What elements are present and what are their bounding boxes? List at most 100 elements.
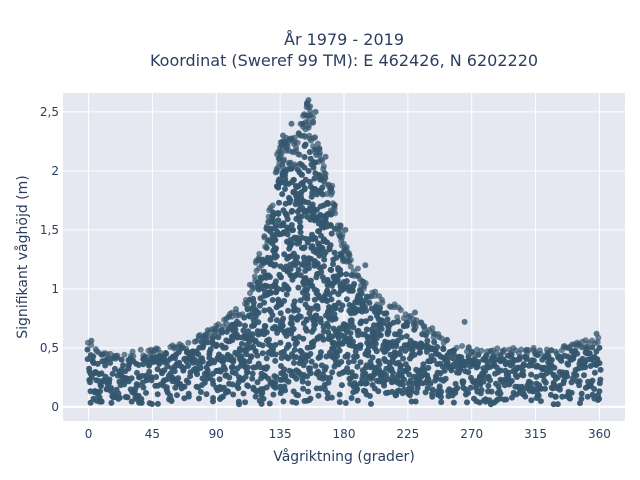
data-point (204, 367, 211, 374)
data-point (128, 375, 135, 382)
data-point (114, 352, 121, 359)
data-point (261, 307, 268, 314)
data-point (316, 228, 323, 234)
data-point (420, 361, 427, 368)
data-point (584, 393, 591, 400)
x-tick-label-8: 360 (588, 427, 611, 441)
data-point (474, 363, 481, 370)
data-point (328, 230, 335, 237)
data-point (244, 382, 251, 389)
data-point (245, 328, 252, 335)
data-point (330, 288, 337, 295)
data-point (305, 380, 312, 387)
data-point (284, 354, 291, 361)
data-point (311, 175, 318, 182)
data-point (269, 297, 276, 303)
data-point (270, 212, 277, 219)
data-point (372, 345, 379, 352)
data-point (286, 165, 293, 172)
data-point (425, 375, 432, 382)
data-point (316, 152, 323, 159)
data-point (88, 337, 95, 344)
data-point (296, 239, 303, 246)
data-point (430, 357, 437, 364)
data-point (320, 336, 327, 343)
data-point (272, 247, 279, 254)
data-point (235, 398, 242, 405)
data-point (332, 210, 339, 217)
data-point (121, 381, 128, 388)
data-point (277, 144, 284, 151)
data-point (304, 286, 311, 293)
data-point (235, 385, 242, 392)
data-point (280, 132, 286, 139)
data-point (312, 362, 319, 369)
data-point (458, 354, 465, 361)
data-point (473, 381, 480, 388)
data-point (343, 244, 350, 251)
data-point (528, 380, 534, 387)
data-point (402, 347, 409, 354)
data-point (124, 394, 131, 401)
data-point (230, 391, 237, 398)
data-point (487, 377, 493, 384)
data-point (135, 382, 142, 389)
data-point (220, 363, 227, 370)
data-point (314, 305, 321, 312)
data-point (289, 207, 296, 214)
scatter-points (84, 97, 604, 408)
data-point (436, 383, 443, 390)
data-point (301, 154, 308, 160)
data-point (357, 342, 364, 349)
data-point (137, 346, 144, 353)
data-point (314, 140, 321, 147)
data-point (454, 385, 461, 391)
data-point (272, 236, 279, 243)
data-point (222, 344, 229, 351)
data-point (251, 273, 258, 280)
data-point (269, 312, 276, 319)
data-point (260, 395, 267, 402)
data-point (509, 394, 515, 401)
data-point (301, 244, 308, 251)
data-point (116, 394, 123, 401)
data-point (594, 339, 601, 346)
data-point (591, 369, 598, 376)
data-point (291, 134, 298, 141)
data-point (352, 373, 359, 380)
data-point (269, 217, 276, 224)
data-point (272, 384, 279, 391)
data-point (267, 237, 274, 244)
data-point (394, 314, 401, 321)
data-point (556, 386, 563, 393)
data-point (250, 284, 257, 291)
data-point (559, 393, 566, 400)
data-point (195, 351, 202, 358)
data-point (342, 400, 349, 406)
x-axis-title: Vågriktning (grader) (273, 448, 415, 465)
data-point (297, 272, 304, 279)
data-point (120, 362, 127, 369)
data-point (346, 252, 353, 259)
data-point (450, 399, 457, 406)
data-point (215, 334, 222, 341)
data-point (263, 329, 270, 336)
data-point (226, 374, 233, 381)
data-point (586, 350, 593, 357)
data-point (304, 295, 311, 302)
data-point (185, 339, 192, 346)
data-point (333, 254, 340, 261)
data-point (357, 320, 364, 327)
data-point (178, 344, 185, 351)
x-tick-label-5: 225 (396, 427, 419, 441)
data-point (232, 326, 239, 333)
data-point (216, 367, 223, 374)
data-point (474, 346, 480, 353)
data-point (362, 370, 369, 377)
data-point (310, 135, 317, 142)
data-point (494, 345, 501, 352)
data-point (318, 269, 325, 275)
data-point (503, 396, 510, 403)
data-point (424, 337, 431, 344)
data-point (576, 378, 583, 385)
